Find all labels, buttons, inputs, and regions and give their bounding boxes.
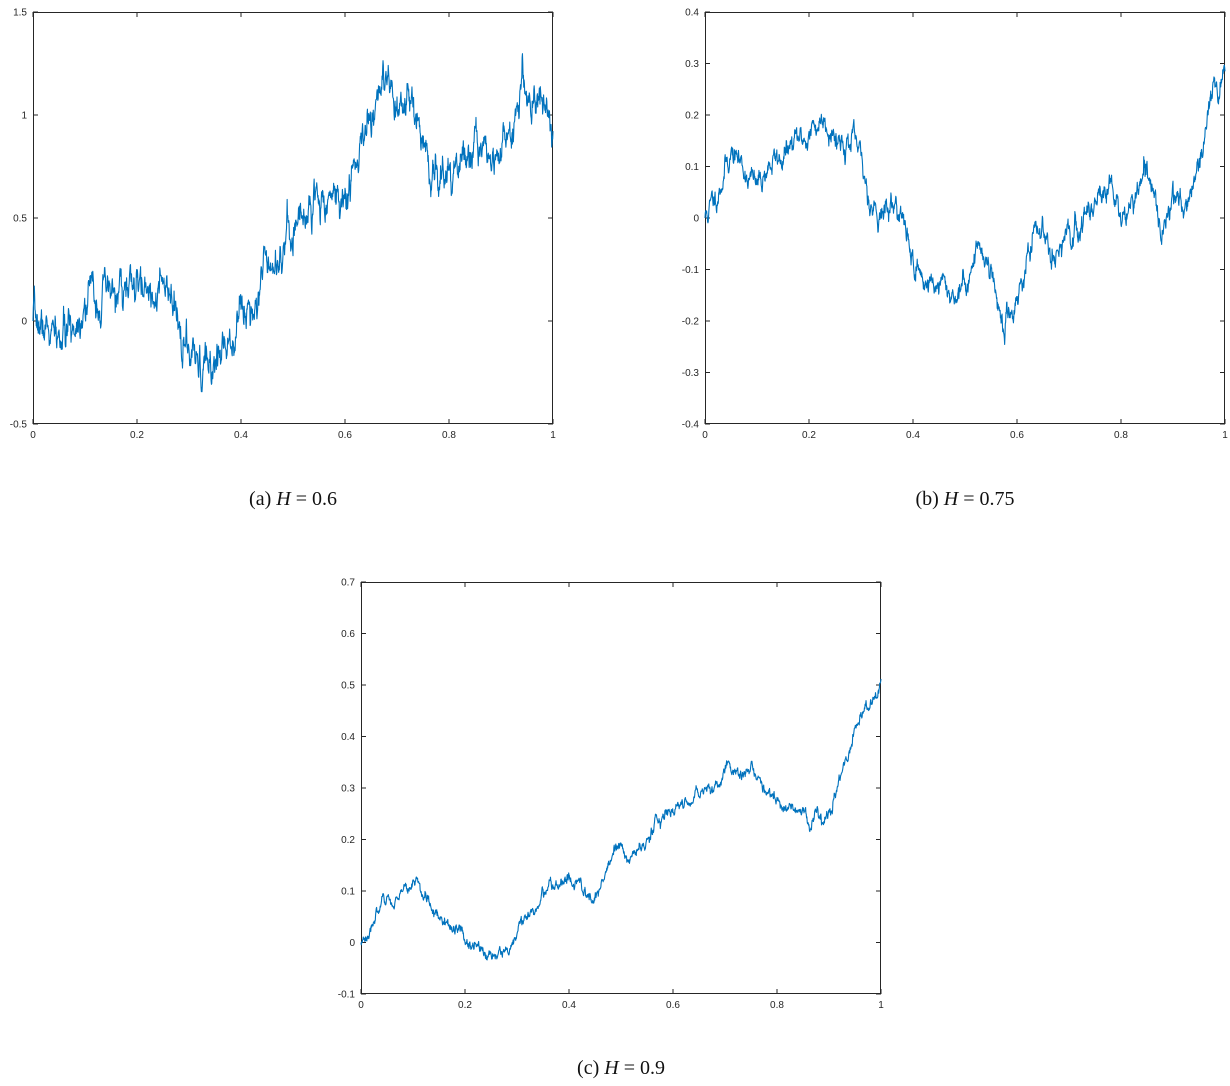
y-tick-label: 0.3: [685, 59, 699, 70]
caption-value: 0.9: [639, 1057, 665, 1079]
x-tick-label: 1: [1222, 430, 1228, 441]
x-tick-label: 0.4: [562, 1000, 576, 1011]
chart-panel-c: 0 0.2 0.4 0.6 0.8 1 -0.1 0 0.1 0.2 0.3 0.4 0.5 0.6 0.7: [338, 578, 884, 1012]
x-tick-label: 0.4: [906, 430, 920, 441]
caption-value: 0.6: [311, 488, 337, 510]
caption-a: (a) H = 0.6: [213, 488, 373, 511]
y-tick-label: -0.1: [338, 990, 356, 1001]
y-tick-label: 0.4: [341, 732, 355, 743]
x-tick-label: 0.8: [1114, 430, 1128, 441]
y-tick-label: -0.3: [682, 368, 700, 379]
axes-box: [361, 582, 881, 994]
y-tick-label: -0.1: [682, 265, 700, 276]
y-tick-label: 0.2: [685, 111, 699, 122]
y-tick-label: 0.3: [341, 784, 355, 795]
y-tick-label: -0.2: [682, 317, 700, 328]
y-tick-label: 0.6: [341, 629, 355, 640]
series-line: [32, 53, 554, 393]
caption-tag: (b): [915, 488, 939, 510]
axes-box: [705, 12, 1225, 424]
y-tick-label: 0.2: [341, 835, 355, 846]
caption-operator: =: [623, 1057, 635, 1079]
y-tick-label: -0.5: [10, 420, 28, 431]
caption-operator: =: [963, 488, 975, 510]
caption-variable: H: [943, 488, 959, 510]
caption-c: (c) H = 0.9: [541, 1057, 701, 1080]
line-chart-a: 0 0.2 0.4 0.6 0.8 1-0.500.511.5: [10, 8, 556, 442]
axes-box: [33, 12, 553, 424]
x-tick-label: 0.6: [1010, 430, 1024, 441]
y-tick-label: 0.4: [685, 8, 699, 19]
y-tick-label: 0: [693, 214, 699, 225]
chart-panel-b: 0 0.2 0.4 0.6 0.8 1 -0.4 -0.3 -0.2 -0.1 0 0.1 0.2 0.3…: [682, 8, 1228, 442]
caption-variable: H: [604, 1057, 619, 1079]
caption-b: (b) H = 0.75: [875, 488, 1055, 511]
x-tick-label: 0: [30, 430, 36, 441]
y-tick-label: 0.1: [685, 162, 699, 173]
y-tick-label: 0.1: [341, 887, 355, 898]
caption-value: 0.75: [979, 488, 1015, 510]
x-tick-label: 0.2: [130, 430, 144, 441]
y-tick-label: 0.5: [13, 214, 27, 225]
y-tick-label: 0.5: [341, 681, 355, 692]
x-tick-label: 1: [550, 430, 556, 441]
series-line: [704, 64, 1226, 345]
caption-operator: =: [295, 488, 307, 510]
x-tick-label: 1: [878, 1000, 884, 1011]
line-chart-b: 0 0.2 0.4 0.6 0.8 1 -0.4 -0.3 -0.2 -0.1 0 0.1 0.2 0.3…: [682, 8, 1228, 442]
caption-tag: (a): [249, 488, 272, 510]
x-tick-label: 0: [702, 430, 708, 441]
y-tick-label: 0: [21, 317, 27, 328]
y-tick-label: -0.4: [682, 420, 700, 431]
caption-variable: H: [276, 488, 291, 510]
x-tick-label: 0.2: [802, 430, 816, 441]
y-tick-label: 0.7: [341, 578, 355, 589]
chart-panel-a: 0 0.2 0.4 0.6 0.8 1 -0.5 0 0.5 1 1.5: [10, 8, 556, 442]
y-tick-label: 0: [349, 938, 355, 949]
x-tick-label: 0.6: [338, 430, 352, 441]
caption-tag: (c): [577, 1057, 600, 1079]
x-tick-label: 0.8: [442, 430, 456, 441]
line-chart-c: 0 0.2 0.4 0.6 0.8 1-0.100.10.20.30.40.50.60.7: [338, 578, 884, 1012]
y-tick-label: 1: [21, 111, 27, 122]
x-tick-label: 0.8: [770, 1000, 784, 1011]
x-tick-label: 0.6: [666, 1000, 680, 1011]
x-tick-label: 0.2: [458, 1000, 472, 1011]
y-tick-label: 1.5: [13, 8, 27, 19]
series-line: [360, 678, 882, 961]
x-tick-label: 0: [358, 1000, 364, 1011]
x-tick-label: 0.4: [234, 430, 248, 441]
